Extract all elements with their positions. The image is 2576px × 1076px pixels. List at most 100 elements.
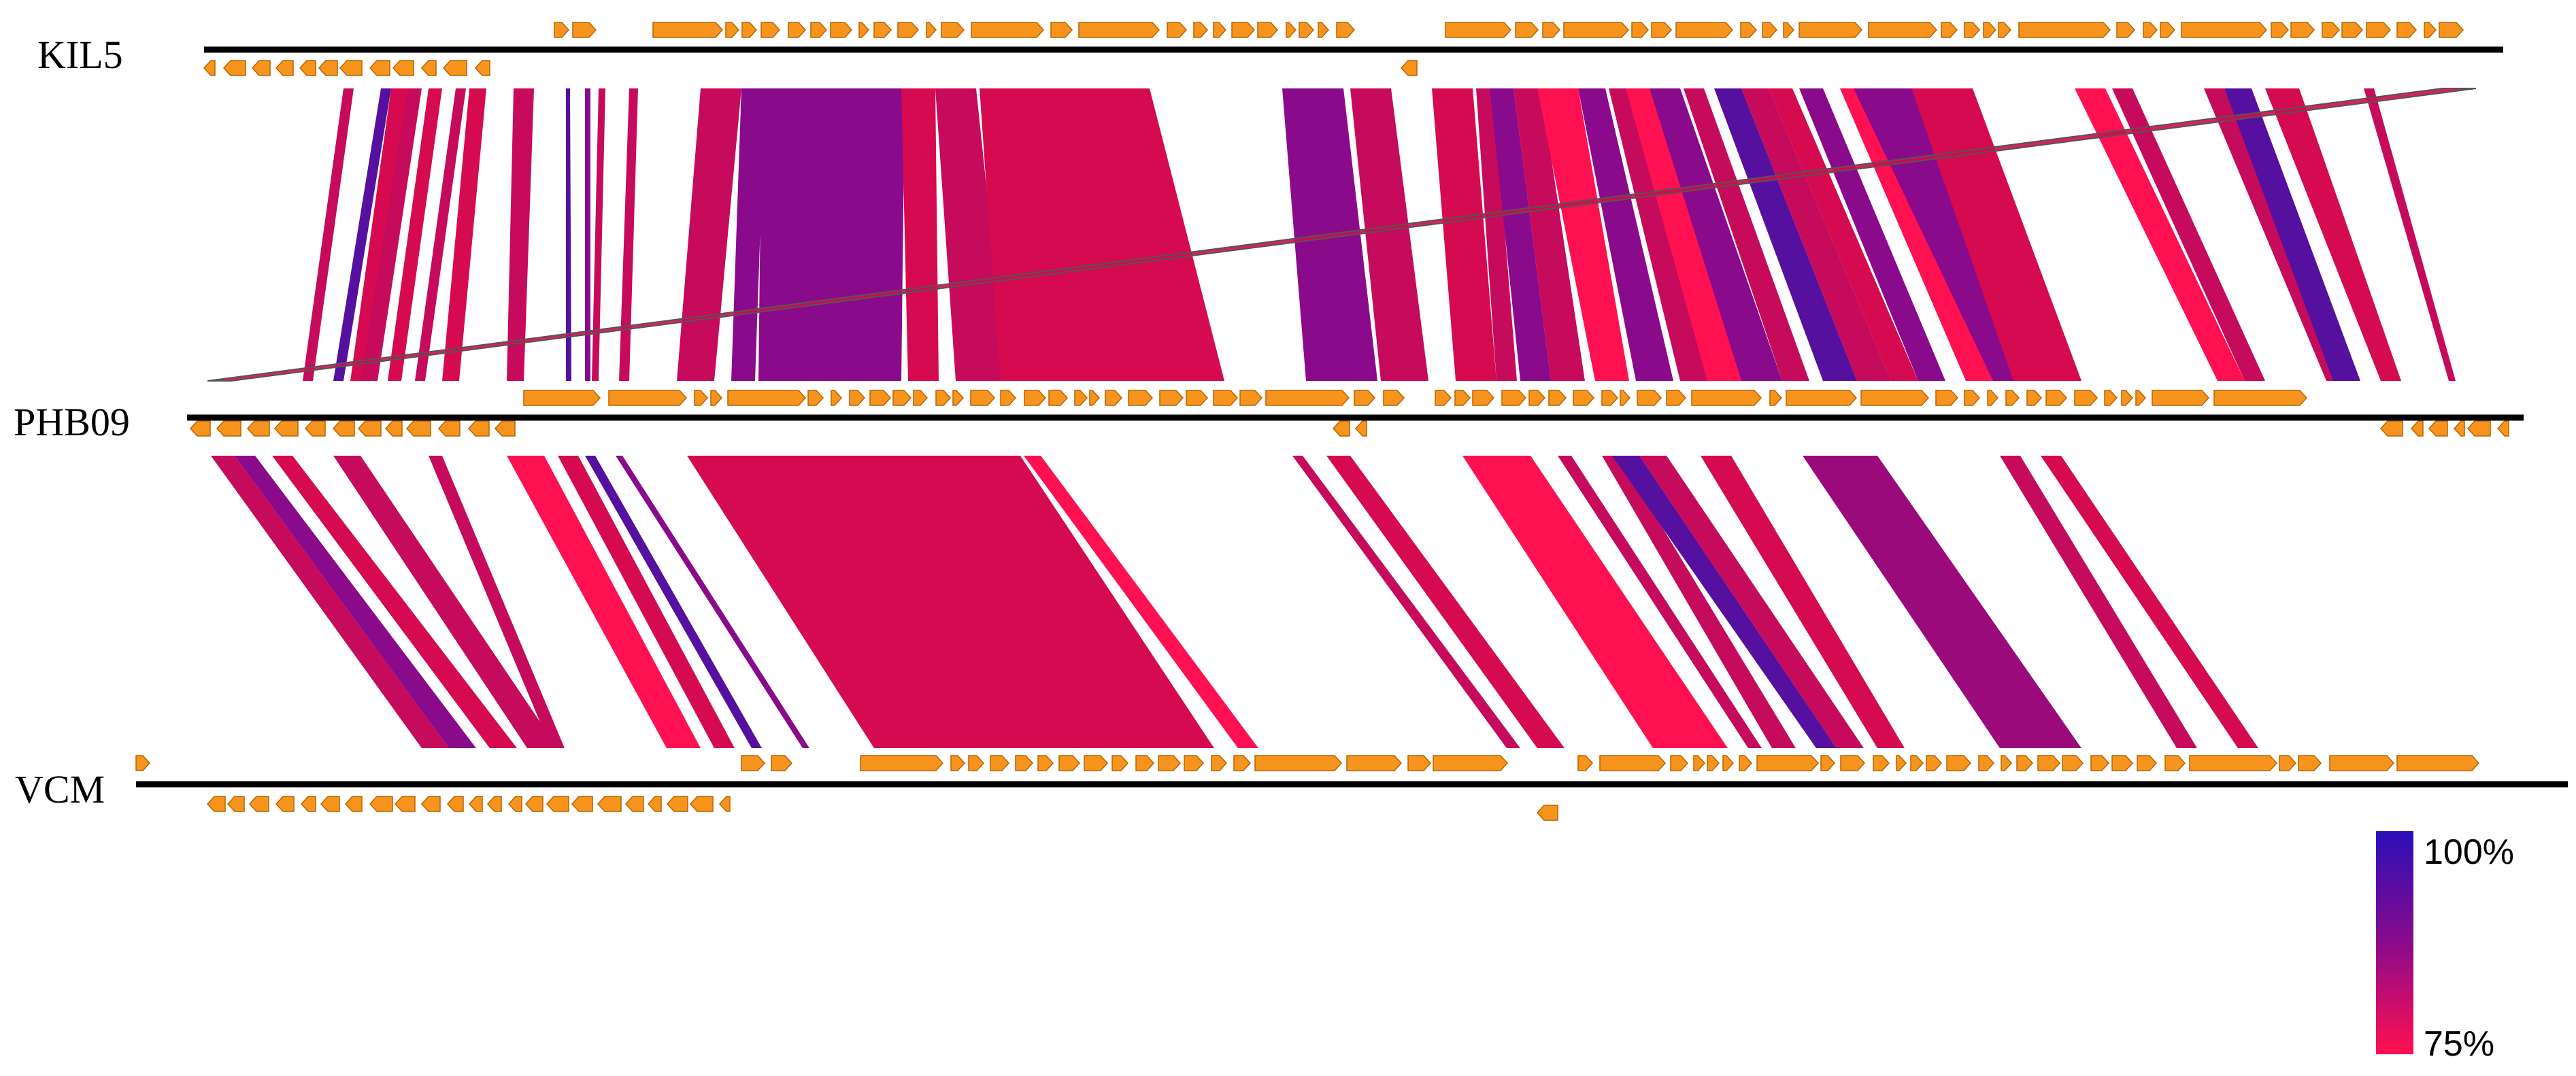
gene-arrow [1820,755,1836,771]
gene-arrow [189,420,211,437]
synteny-band [758,88,905,381]
gene-arrow [2396,755,2480,771]
gene-arrow [248,796,269,812]
gene-arrow [873,22,892,38]
gene-arrow [1213,390,1239,406]
gene-arrow [1383,390,1405,406]
gene-arrow [420,796,441,812]
gene-arrow [860,755,944,771]
synteny-band [2041,456,2258,748]
gene-arrow [2453,420,2465,437]
gene-arrow [1193,22,1209,38]
gene-arrow [1620,390,1631,406]
synteny-band [388,88,442,381]
gene-arrow [468,796,483,812]
gene-arrow [1128,390,1154,406]
synteny-band [2364,88,2456,381]
gene-arrow [523,390,601,406]
gene-arrow [2152,390,2210,406]
gene-arrow [1964,390,1981,406]
synteny-band [235,456,476,748]
gene-arrow [892,390,912,406]
synteny-band [2000,456,2197,748]
gene-arrow [1213,22,1227,38]
synteny-band [350,88,408,381]
gene-arrow [2189,755,2278,771]
synteny-band [1558,456,1762,748]
synteny-band [1799,88,1945,381]
gene-arrow [952,390,965,406]
gene-arrow [810,22,828,38]
gene-arrow [2137,755,2158,771]
gene-arrow [950,755,966,771]
genome-label-phb09: PHB09 [14,400,130,444]
gene-arrow [2090,755,2110,771]
synteny-band [333,88,391,381]
gene-arrow [1691,390,1762,406]
gene-arrow [1515,22,1539,38]
synteny-band [585,456,762,748]
gene-arrow [1445,22,1512,38]
gene-arrow [1693,755,1706,771]
gene-arrow [2121,390,2134,406]
gene-arrow [647,796,662,812]
gene-arrow [624,796,644,812]
gene-arrow [1896,755,1907,771]
gene-arrow [1528,390,1546,406]
gene-arrow [913,390,929,406]
gene-arrow [546,796,569,812]
gene-arrow [486,796,502,812]
gene-arrow [1786,390,1858,406]
gene-arrow [2160,22,2176,38]
gene-arrow [2279,755,2297,771]
gene-arrow [1722,755,1735,771]
gene-arrow [725,22,740,38]
gene-arrow [1910,755,1924,771]
gene-arrow [572,22,597,38]
gene-arrow [990,755,1010,771]
gene-arrow [597,796,622,812]
gene-arrow [1783,22,1795,38]
gene-arrow [222,60,246,76]
synteny-band [1490,88,1551,381]
gene-arrow [1078,22,1160,38]
gene-arrow [206,796,226,812]
gene-arrow [1978,755,1995,771]
gene-arrow [1239,390,1263,406]
gene-arrow [1074,390,1088,406]
synteny-band [1741,88,1891,381]
gene-arrow [608,390,688,406]
gene-arrow [926,22,937,38]
synteny-band [585,88,590,381]
synteny-band [1626,88,1741,381]
synteny-band [677,88,741,381]
gene-arrow [760,22,781,38]
genome-label-vcm: VCM [15,767,105,811]
gene-arrow [1651,22,1673,38]
gene-arrow [1599,755,1667,771]
synteny-band [1612,456,1837,748]
gene-arrow [1666,390,1687,406]
inverted-synteny-band [207,88,2477,382]
gene-arrow [2496,420,2509,437]
gene-arrow [1707,755,1720,771]
gene-arrow [1318,22,1330,38]
gene-arrow [1167,22,1188,38]
gene-arrow [1265,390,1350,406]
synteny-band [2075,88,2245,381]
gene-arrow [467,420,490,437]
gene-arrow [2439,22,2464,38]
synteny-band [566,88,571,381]
gene-arrow [273,420,299,437]
gene-arrow [727,390,807,406]
gene-arrow [1631,22,1650,38]
synteny-band [2265,88,2401,381]
synteny-band [507,88,534,381]
synteny-band [211,456,449,748]
gene-arrow [1472,390,1495,406]
gene-arrow [2410,420,2424,437]
gene-arrow [1740,22,1758,38]
gene-arrow [849,390,866,406]
gene-arrow [2116,22,2136,38]
